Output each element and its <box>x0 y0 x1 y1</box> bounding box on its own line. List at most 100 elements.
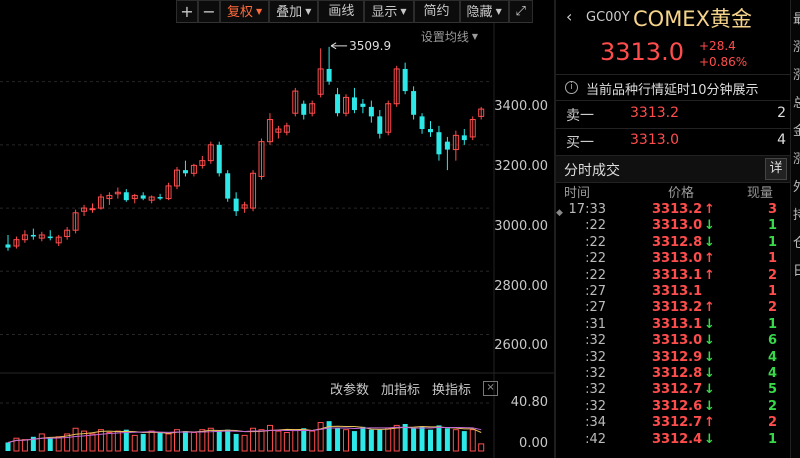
max-pointer-arrow <box>330 42 337 50</box>
simple-mode-button[interactable]: 简约 <box>413 0 460 23</box>
info-icon: i <box>565 81 578 94</box>
edit-params-button[interactable]: 改参数 <box>330 383 370 398</box>
volume-bar <box>123 429 129 451</box>
volume-bar <box>233 433 239 451</box>
expand-icon[interactable]: ⤢ <box>508 0 533 23</box>
volume-bar <box>368 429 374 451</box>
arrow-down-icon: ↓ <box>704 333 715 349</box>
tick-price: 3312.8 <box>652 366 703 381</box>
volume-bar <box>64 433 71 452</box>
volume-bar <box>402 423 408 451</box>
candle-body <box>157 197 163 199</box>
add-indicator-button[interactable]: 加指标 <box>381 383 421 398</box>
candle-body <box>326 68 332 82</box>
candle-body <box>385 103 392 133</box>
arrow-up-icon: ↑ <box>704 202 715 217</box>
arrow-up-icon: ↑ <box>704 251 715 267</box>
side-panel-label: 金 <box>793 120 800 139</box>
candle-body <box>258 141 265 177</box>
volume-axis-label: 0.00 <box>519 436 548 451</box>
volume-bar <box>444 428 450 451</box>
candle-body <box>174 169 180 187</box>
chevron-down-icon: ▼ <box>471 32 478 41</box>
switch-indicator-button[interactable]: 换指标 <box>432 383 472 398</box>
side-panel-label: 涨 <box>793 148 800 167</box>
tick-price: 3312.7 <box>652 382 703 398</box>
tick-volume: 2 <box>767 398 777 414</box>
candle-body <box>123 192 129 201</box>
zoom-out-button[interactable]: − <box>198 0 220 23</box>
candle-body <box>207 144 214 162</box>
candle-body <box>436 132 442 155</box>
panel-divider[interactable] <box>554 0 556 458</box>
tick-row: 17:33 3313.2 ↑ 3 <box>556 202 790 218</box>
close-icon[interactable]: × <box>483 381 499 396</box>
tick-time: 17:33 <box>568 202 606 217</box>
volume-bar <box>283 432 290 452</box>
display-dropdown[interactable]: 显示 ▼ <box>364 0 414 23</box>
collapsed-side-panel[interactable]: 最涨涨总金涨外持仓日 <box>790 0 800 458</box>
volume-bar <box>148 430 155 452</box>
volume-bar <box>317 422 324 452</box>
tick-row: :22 3313.1 ↑ 2 <box>556 268 790 284</box>
ma-setting-button[interactable]: 设置均线 ▼ <box>421 28 478 45</box>
tick-price: 3313.2 <box>652 300 703 316</box>
tick-volume: 1 <box>767 284 777 299</box>
volume-bar <box>55 436 62 452</box>
volume-bar <box>207 427 214 452</box>
volume-bar <box>47 438 53 451</box>
volume-bar <box>385 427 392 452</box>
volume-bar <box>89 433 96 452</box>
volume-ma-line <box>7 426 482 443</box>
side-panel-label: 涨 <box>793 64 800 83</box>
volume-bar <box>343 429 349 452</box>
volume-bar <box>266 424 273 452</box>
fuquan-dropdown[interactable]: 复权 ▼ <box>220 0 270 23</box>
tick-price: 3313.1 <box>652 267 703 283</box>
candle-body <box>182 170 188 174</box>
contract-code: GC00Y <box>586 10 630 25</box>
overlay-dropdown[interactable]: 叠加 ▼ <box>269 0 319 23</box>
volume-bar <box>216 431 222 451</box>
tick-price: 3313.1 <box>652 316 703 332</box>
hide-dropdown[interactable]: 隐藏 ▼ <box>459 0 509 23</box>
kline-chart[interactable]: 3509.9 设置均线 ▼ 3400.00 3200.00 3000.00 280… <box>0 23 554 458</box>
draw-line-button[interactable]: 画线 <box>318 0 365 23</box>
side-panel-label: 日 <box>793 260 800 279</box>
candle-body <box>190 164 197 174</box>
zoom-in-button[interactable]: + <box>176 0 198 23</box>
candle-body <box>233 198 239 212</box>
candle-body <box>250 172 257 209</box>
candle-body <box>309 103 316 114</box>
tick-price: 3312.4 <box>652 431 703 447</box>
column-volume: 现量 <box>747 186 774 201</box>
volume-bar <box>190 432 197 452</box>
bid-price: 3313.0 <box>630 132 679 148</box>
tick-time: :27 <box>585 284 606 299</box>
candle-body <box>5 244 11 248</box>
tick-row: :32 3313.0 ↓ 6 <box>556 333 790 349</box>
kline-svg: 3509.9 <box>0 23 554 458</box>
tick-row: :22 3313.0 ↓ 1 <box>556 218 790 234</box>
y-axis-label: 3400.00 <box>494 99 548 114</box>
volume-bar <box>30 436 36 451</box>
overlay-label: 叠加 <box>276 5 303 20</box>
volume-bar <box>182 431 188 451</box>
back-arrow-icon[interactable]: ‹ <box>566 7 573 26</box>
volume-bar <box>436 425 442 451</box>
tick-volume: 6 <box>767 333 777 349</box>
candle-body <box>393 68 400 105</box>
volume-bar <box>225 429 231 451</box>
arrow-down-icon: ↓ <box>704 234 715 250</box>
tick-row: :34 3312.7 ↑ 2 <box>556 415 790 431</box>
volume-bar <box>21 439 28 452</box>
tick-price: 3312.9 <box>652 349 703 365</box>
tick-volume: 2 <box>767 300 777 316</box>
tick-time: :42 <box>585 431 606 447</box>
volume-bar <box>140 433 146 451</box>
price-change: +28.4 +0.86% <box>699 38 747 70</box>
volume-bar <box>452 429 459 452</box>
tick-volume: 2 <box>767 415 777 431</box>
tick-time: :32 <box>585 398 606 414</box>
detail-button[interactable]: 详 <box>765 158 787 180</box>
